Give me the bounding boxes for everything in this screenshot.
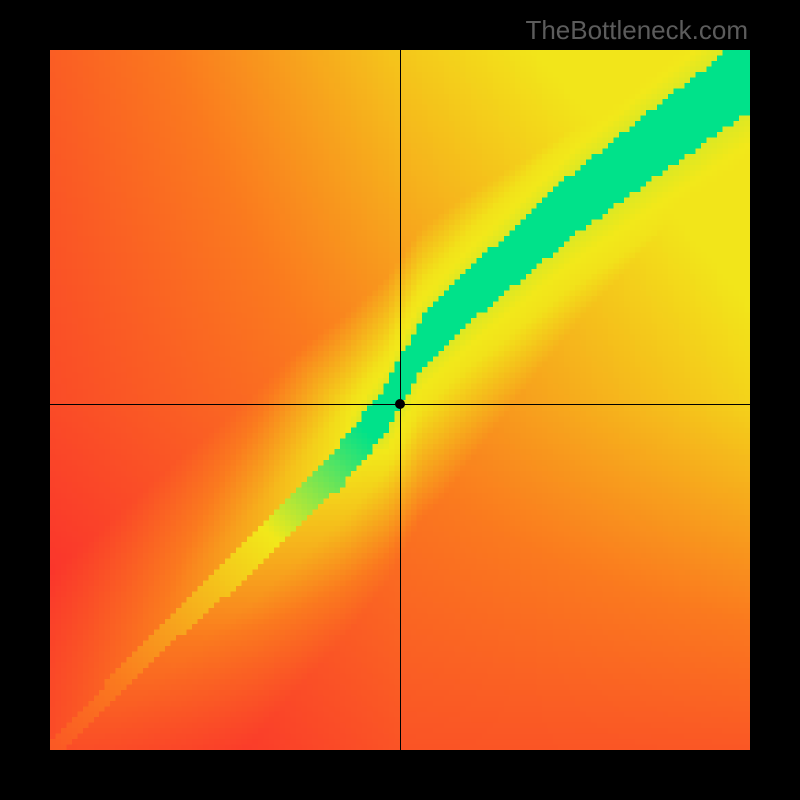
watermark-text: TheBottleneck.com (525, 15, 748, 46)
chart-container: TheBottleneck.com (0, 0, 800, 800)
